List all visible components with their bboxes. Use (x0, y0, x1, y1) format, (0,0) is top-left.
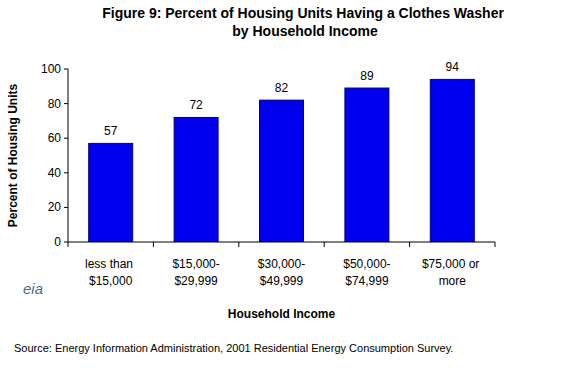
x-tick (409, 242, 410, 247)
data-label: 72 (189, 98, 203, 112)
bar (89, 143, 133, 242)
y-tick-label: 60 (48, 131, 62, 145)
y-tick (64, 242, 68, 243)
y-tick-label: 0 (54, 235, 61, 249)
x-tick (324, 242, 325, 247)
bar (430, 79, 474, 242)
y-tick (64, 69, 68, 70)
bar (345, 88, 389, 242)
y-tick (64, 207, 68, 208)
y-tick (64, 172, 68, 173)
y-axis-label: Percent of Housing Units (6, 84, 20, 228)
logo: eia (23, 280, 43, 297)
y-tick-label: 100 (41, 62, 61, 76)
data-label: 94 (446, 60, 460, 74)
x-tick (68, 242, 69, 247)
x-tick-label: $30,000-$49,999 (258, 257, 305, 288)
bars (89, 79, 475, 242)
y-tick-label: 40 (48, 166, 62, 180)
x-axis (68, 242, 495, 243)
data-label: 57 (104, 124, 118, 138)
title: Figure 9: Percent of Housing Units Havin… (102, 5, 508, 39)
source: Source: Energy Information Administratio… (14, 342, 453, 354)
x-tick-label: $50,000-$74,999 (343, 257, 390, 288)
x-tick (153, 242, 154, 247)
x-tick-label: less than $15,000 (85, 257, 136, 288)
data-label: 82 (275, 81, 289, 95)
x-axis-label: Household Income (228, 307, 336, 321)
y-tick (64, 103, 68, 104)
bar (174, 117, 218, 242)
x-tick (238, 242, 239, 247)
x-tick (495, 242, 496, 247)
y-tick-label: 80 (48, 97, 62, 111)
x-tick-label: $15,000-$29,999 (172, 257, 219, 288)
y-tick-label: 20 (48, 200, 62, 214)
y-tick (64, 138, 68, 139)
x-tick-label: $75,000 or more (422, 257, 483, 288)
bar (260, 100, 304, 242)
data-label: 89 (360, 69, 374, 83)
chart: Figure 9: Percent of Housing Units Havin… (0, 0, 585, 370)
y-axis (68, 69, 69, 242)
